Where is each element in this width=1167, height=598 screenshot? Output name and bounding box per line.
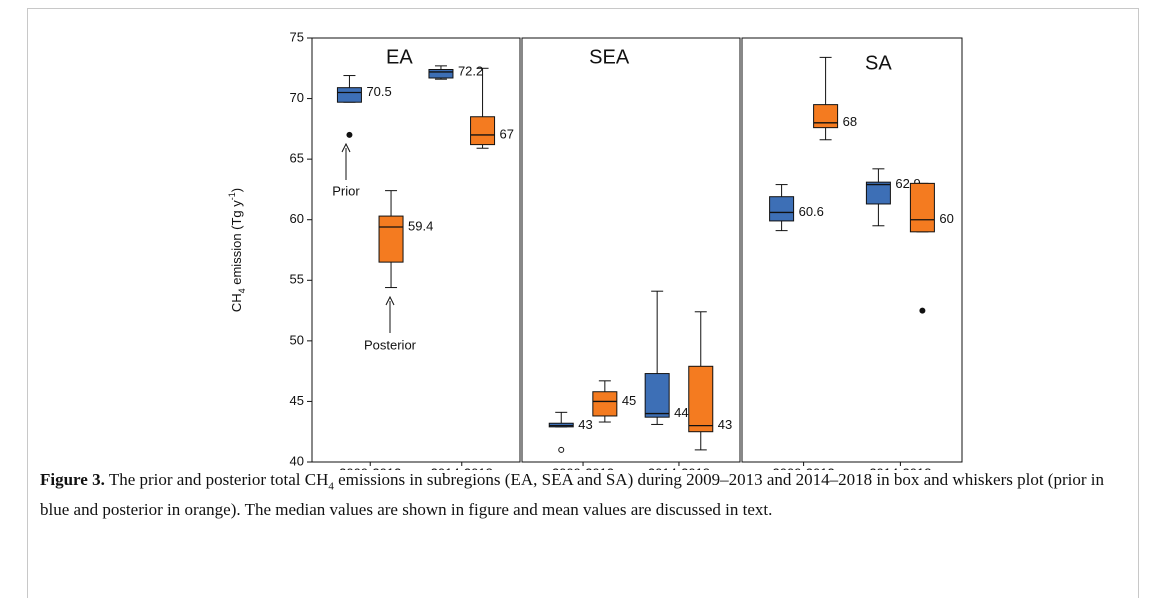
y-label-rest: emission (Tg y (229, 200, 244, 289)
annotation: Prior (332, 183, 360, 198)
x-tick-label: 2014-2018 (869, 465, 931, 470)
box (909, 182, 935, 233)
y-label-end: ) (229, 188, 244, 192)
median-label: 43 (578, 417, 592, 432)
box (378, 215, 404, 263)
y-tick-label: 60 (290, 211, 304, 226)
median-label: 43 (718, 417, 732, 432)
panel-title: SEA (589, 46, 630, 68)
median-label: 72.2 (458, 63, 483, 78)
x-tick-label: 2009-2013 (339, 465, 401, 470)
annotation: Posterior (364, 337, 417, 352)
box (688, 365, 714, 433)
x-tick-label: 2009-2013 (773, 465, 835, 470)
box (336, 87, 362, 103)
arrow-head (341, 142, 351, 153)
y-label-sup: -1 (227, 192, 237, 200)
outlier (919, 307, 926, 314)
x-tick-label: 2009-2013 (552, 465, 614, 470)
panel-frame (311, 37, 521, 463)
box (769, 196, 795, 222)
panel-frame (521, 37, 741, 463)
box (592, 391, 618, 417)
y-label-main: CH (229, 293, 244, 312)
median-label: 67 (500, 126, 514, 141)
y-tick-label: 75 (290, 29, 304, 44)
x-tick-label: 2014-2018 (431, 465, 493, 470)
chart: CH4 emission (Tg y-1) Prior Posterior 40… (227, 29, 963, 470)
frame (27, 8, 1139, 598)
x-tick-label: 2014-2018 (648, 465, 710, 470)
arrow-head (385, 295, 395, 306)
caption-label: Figure 3. (40, 470, 105, 489)
median-label: 70.5 (366, 84, 391, 99)
y-label-sub: 4 (237, 288, 247, 293)
annotation-arrows (341, 142, 395, 333)
median-label: 60.6 (799, 204, 824, 219)
median-label: 45 (622, 393, 636, 408)
median-label: 60 (939, 211, 953, 226)
y-tick-label: 55 (290, 272, 304, 287)
box (644, 373, 670, 418)
y-tick-label: 50 (290, 332, 304, 347)
outlier (346, 131, 353, 138)
y-tick-label: 65 (290, 151, 304, 166)
caption-text: emissions in subregions (EA, SEA and SA)… (40, 470, 1104, 520)
outlier (558, 446, 565, 453)
caption-sub: 4 (328, 480, 334, 493)
box (470, 116, 496, 146)
y-tick-label: 70 (290, 90, 304, 105)
y-axis-label: CH4 emission (Tg y-1) (227, 188, 247, 312)
median-label: 59.4 (408, 218, 433, 233)
panel-title: SA (865, 52, 892, 74)
panel-frame (741, 37, 963, 463)
y-tick-label: 40 (290, 453, 304, 468)
median-label: 44 (674, 405, 688, 420)
panel-title: EA (386, 46, 413, 68)
box (813, 104, 839, 129)
box (865, 181, 891, 205)
caption: Figure 3. The prior and posterior total … (40, 468, 1130, 521)
median-label: 68 (843, 114, 857, 129)
caption-text: The prior and posterior total CH (108, 470, 329, 489)
box (428, 68, 454, 79)
y-tick-label: 45 (290, 393, 304, 408)
